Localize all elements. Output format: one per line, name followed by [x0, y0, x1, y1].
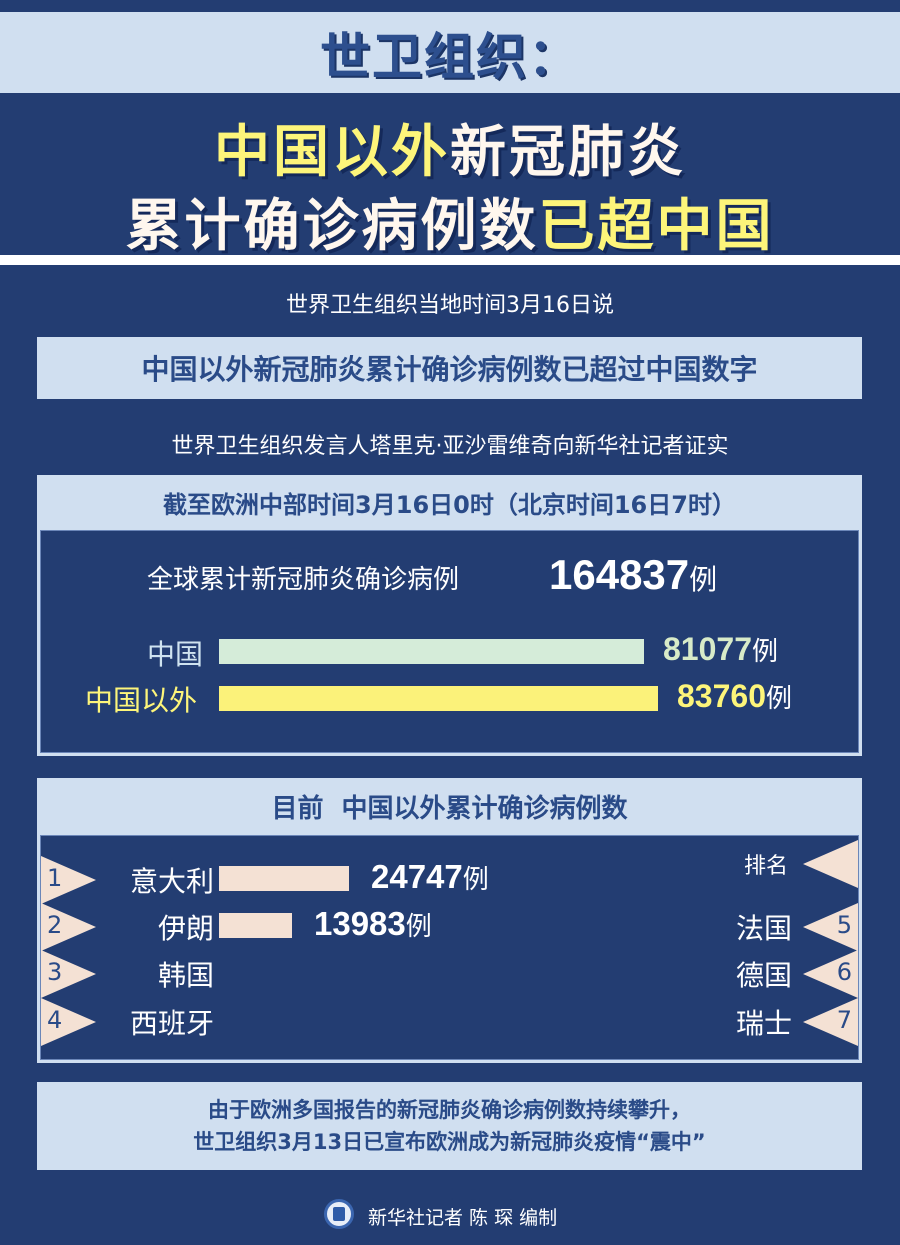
- title-line-1: 中国以外新冠肺炎: [0, 107, 900, 188]
- kicker: 世卫组织：: [320, 27, 580, 86]
- country-bar: [219, 913, 292, 938]
- country-name: 韩国: [157, 959, 214, 992]
- rank-marker: [803, 998, 858, 1046]
- country-name: 意大利: [129, 865, 214, 898]
- country-number: 13983: [314, 905, 406, 942]
- rank-number: 3: [47, 958, 63, 986]
- ranking-panel: 目前 中国以外累计确诊病例数 排名 1 意大利 24747例 2 伊朗 13983例 3 韩国…: [37, 778, 862, 1063]
- unit: 例: [689, 563, 718, 596]
- rank-marker: [803, 903, 858, 951]
- unit: 例: [462, 865, 489, 895]
- title-text: 新冠肺炎: [450, 120, 686, 185]
- title-highlight: 中国以外: [214, 120, 450, 185]
- unit: 例: [405, 912, 432, 942]
- title-text: 累计确诊病例数: [125, 194, 539, 259]
- rank-number: 5: [836, 911, 852, 939]
- country-name: 伊朗: [157, 912, 214, 945]
- rank-number: 6: [836, 958, 852, 986]
- country-name: 西班牙: [129, 1007, 214, 1040]
- outside-value: 83760例: [677, 678, 792, 715]
- global-label: 全球累计新冠肺炎确诊病例: [147, 565, 460, 595]
- footer-line-1: 由于欧洲多国报告的新冠肺炎确诊病例数持续攀升，: [208, 1098, 691, 1122]
- rank-number: 4: [47, 1006, 63, 1034]
- outside-bar: [219, 686, 658, 711]
- unit: 例: [765, 684, 792, 714]
- country-name: 德国: [735, 959, 792, 992]
- rank-number: 1: [47, 864, 63, 892]
- rank-marker: [41, 950, 96, 998]
- kicker-band: 世卫组织：: [0, 12, 900, 93]
- china-number: 81077: [663, 631, 752, 667]
- divider: [0, 255, 900, 265]
- country-value: 24747例: [371, 858, 489, 896]
- headline-text: 中国以外新冠肺炎累计确诊病例数已超过中国数字: [141, 353, 758, 386]
- china-value: 81077例: [663, 631, 778, 668]
- country-name: 法国: [735, 912, 792, 945]
- rank-label: 排名: [743, 854, 788, 879]
- title-line-2: 累计确诊病例数已超中国: [0, 181, 900, 262]
- xinhua-logo: [324, 1199, 354, 1229]
- ranking-header: 目前 中国以外累计确诊病例数: [271, 794, 628, 824]
- headline-box: 中国以外新冠肺炎累计确诊病例数已超过中国数字: [37, 337, 862, 399]
- title-band: 中国以外新冠肺炎 累计确诊病例数已超中国: [0, 95, 900, 259]
- china-label: 中国: [147, 638, 204, 671]
- china-bar: [219, 639, 644, 664]
- outside-label: 中国以外: [85, 684, 198, 717]
- credit: 新华社记者 陈 琛 编制: [368, 1207, 558, 1229]
- outside-number: 83760: [677, 678, 766, 714]
- totals-panel: 截至欧洲中部时间3月16日0时（北京时间16日7时） 全球累计新冠肺炎确诊病例 …: [37, 475, 862, 756]
- rank-number: 7: [836, 1006, 852, 1034]
- country-name: 瑞士: [735, 1007, 792, 1040]
- footer-note: 由于欧洲多国报告的新冠肺炎确诊病例数持续攀升， 世卫组织3月13日已宣布欧洲成为…: [37, 1082, 862, 1170]
- global-value: 164837例: [549, 551, 717, 599]
- country-value: 13983例: [314, 905, 432, 943]
- rank-marker: [41, 856, 96, 904]
- rank-marker: [41, 998, 96, 1046]
- country-number: 24747: [371, 858, 463, 895]
- rank-marker: [803, 840, 858, 888]
- source-text: 世界卫生组织发言人塔里克·亚沙雷维奇向新华社记者证实: [171, 434, 729, 459]
- rank-number: 2: [47, 911, 63, 939]
- rank-marker: [41, 903, 96, 951]
- country-bar: [219, 866, 349, 891]
- totals-header: 截至欧洲中部时间3月16日0时（北京时间16日7时）: [163, 491, 736, 519]
- intro-text: 世界卫生组织当地时间3月16日说: [286, 293, 614, 318]
- title-highlight: 已超中国: [538, 194, 775, 259]
- unit: 例: [751, 637, 778, 667]
- footer-line-2: 世卫组织3月13日已宣布欧洲成为新冠肺炎疫情“震中”: [193, 1130, 706, 1154]
- rank-marker: [803, 950, 858, 998]
- global-number: 164837: [549, 551, 690, 598]
